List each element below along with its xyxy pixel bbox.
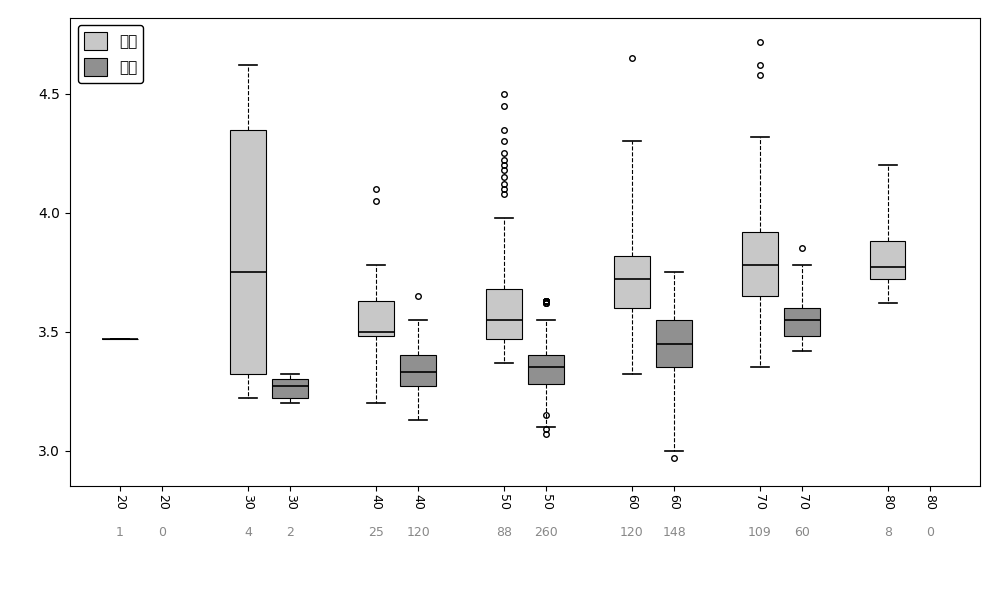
PathPatch shape <box>272 380 308 398</box>
Text: 0: 0 <box>926 526 934 539</box>
Text: 109: 109 <box>748 526 772 539</box>
PathPatch shape <box>870 241 905 279</box>
Text: 260: 260 <box>534 526 558 539</box>
PathPatch shape <box>486 289 522 339</box>
Text: 4: 4 <box>244 526 252 539</box>
PathPatch shape <box>230 129 266 375</box>
Text: 120: 120 <box>406 526 430 539</box>
PathPatch shape <box>656 320 692 367</box>
Text: 60: 60 <box>794 526 810 539</box>
PathPatch shape <box>614 256 650 308</box>
Text: 120: 120 <box>620 526 644 539</box>
PathPatch shape <box>742 232 778 296</box>
Legend: 正常, 癌症: 正常, 癌症 <box>78 25 143 82</box>
PathPatch shape <box>358 301 394 336</box>
Text: 25: 25 <box>368 526 384 539</box>
Text: 8: 8 <box>884 526 892 539</box>
PathPatch shape <box>784 308 820 336</box>
Text: 2: 2 <box>286 526 294 539</box>
Text: 148: 148 <box>662 526 686 539</box>
Text: 0: 0 <box>158 526 166 539</box>
PathPatch shape <box>400 355 436 387</box>
Text: 88: 88 <box>496 526 512 539</box>
Text: 1: 1 <box>116 526 124 539</box>
PathPatch shape <box>528 355 564 384</box>
